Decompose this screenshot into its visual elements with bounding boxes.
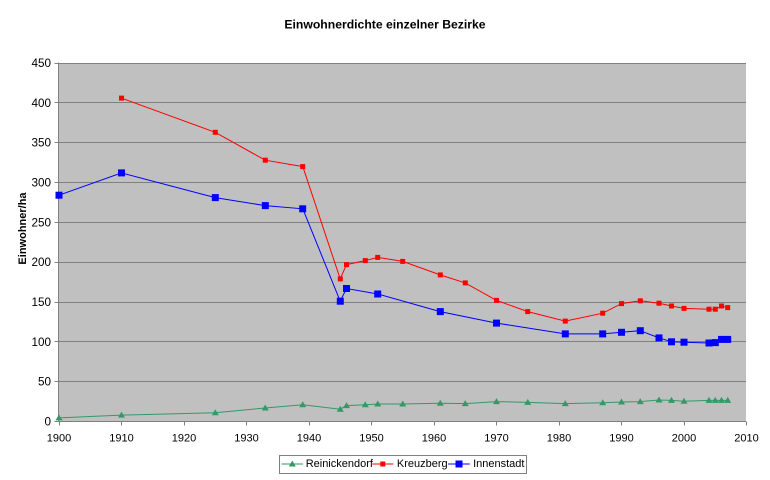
svg-text:100: 100 — [31, 336, 51, 349]
svg-text:350: 350 — [31, 137, 51, 150]
svg-text:1950: 1950 — [359, 433, 383, 445]
svg-text:Reinickendorf: Reinickendorf — [306, 458, 374, 470]
svg-text:2010: 2010 — [734, 433, 758, 445]
svg-text:1960: 1960 — [422, 433, 446, 445]
svg-text:1970: 1970 — [484, 433, 508, 445]
svg-text:1900: 1900 — [47, 433, 71, 445]
svg-text:50: 50 — [38, 376, 52, 389]
svg-text:200: 200 — [31, 256, 51, 269]
svg-text:150: 150 — [31, 296, 51, 309]
svg-text:1910: 1910 — [109, 433, 133, 445]
svg-text:2000: 2000 — [672, 433, 696, 445]
svg-text:1980: 1980 — [547, 433, 571, 445]
svg-text:Kreuzberg: Kreuzberg — [397, 458, 448, 470]
svg-text:0: 0 — [44, 416, 51, 429]
svg-text:250: 250 — [31, 216, 51, 229]
svg-text:Einwohnerdichte einzelner Bezi: Einwohnerdichte einzelner Bezirke — [284, 18, 485, 32]
svg-text:1990: 1990 — [609, 433, 633, 445]
svg-text:Innenstadt: Innenstadt — [473, 458, 524, 470]
svg-text:450: 450 — [31, 57, 51, 70]
svg-text:300: 300 — [31, 177, 51, 190]
svg-text:1930: 1930 — [234, 433, 258, 445]
svg-text:1920: 1920 — [172, 433, 196, 445]
svg-text:1940: 1940 — [297, 433, 321, 445]
svg-text:400: 400 — [31, 97, 51, 110]
svg-text:Einwohner/ha: Einwohner/ha — [17, 192, 29, 265]
